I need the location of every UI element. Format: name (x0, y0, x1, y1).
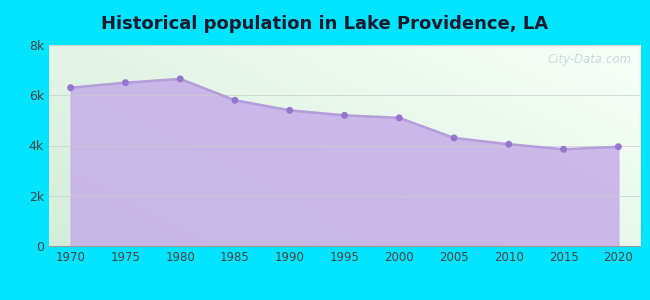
Point (66, 85, 76, 90)
Point (558, 147, 569, 152)
Text: Historical population in Lake Providence, LA: Historical population in Lake Providence… (101, 15, 549, 33)
Text: City-Data.com: City-Data.com (547, 53, 631, 66)
Point (449, 136, 460, 140)
Point (229, 98, 240, 103)
Point (120, 80, 131, 85)
Point (394, 116, 404, 120)
Point (613, 144, 623, 149)
Point (285, 108, 295, 113)
Point (339, 113, 350, 118)
Point (175, 76, 185, 81)
Point (504, 142, 514, 147)
